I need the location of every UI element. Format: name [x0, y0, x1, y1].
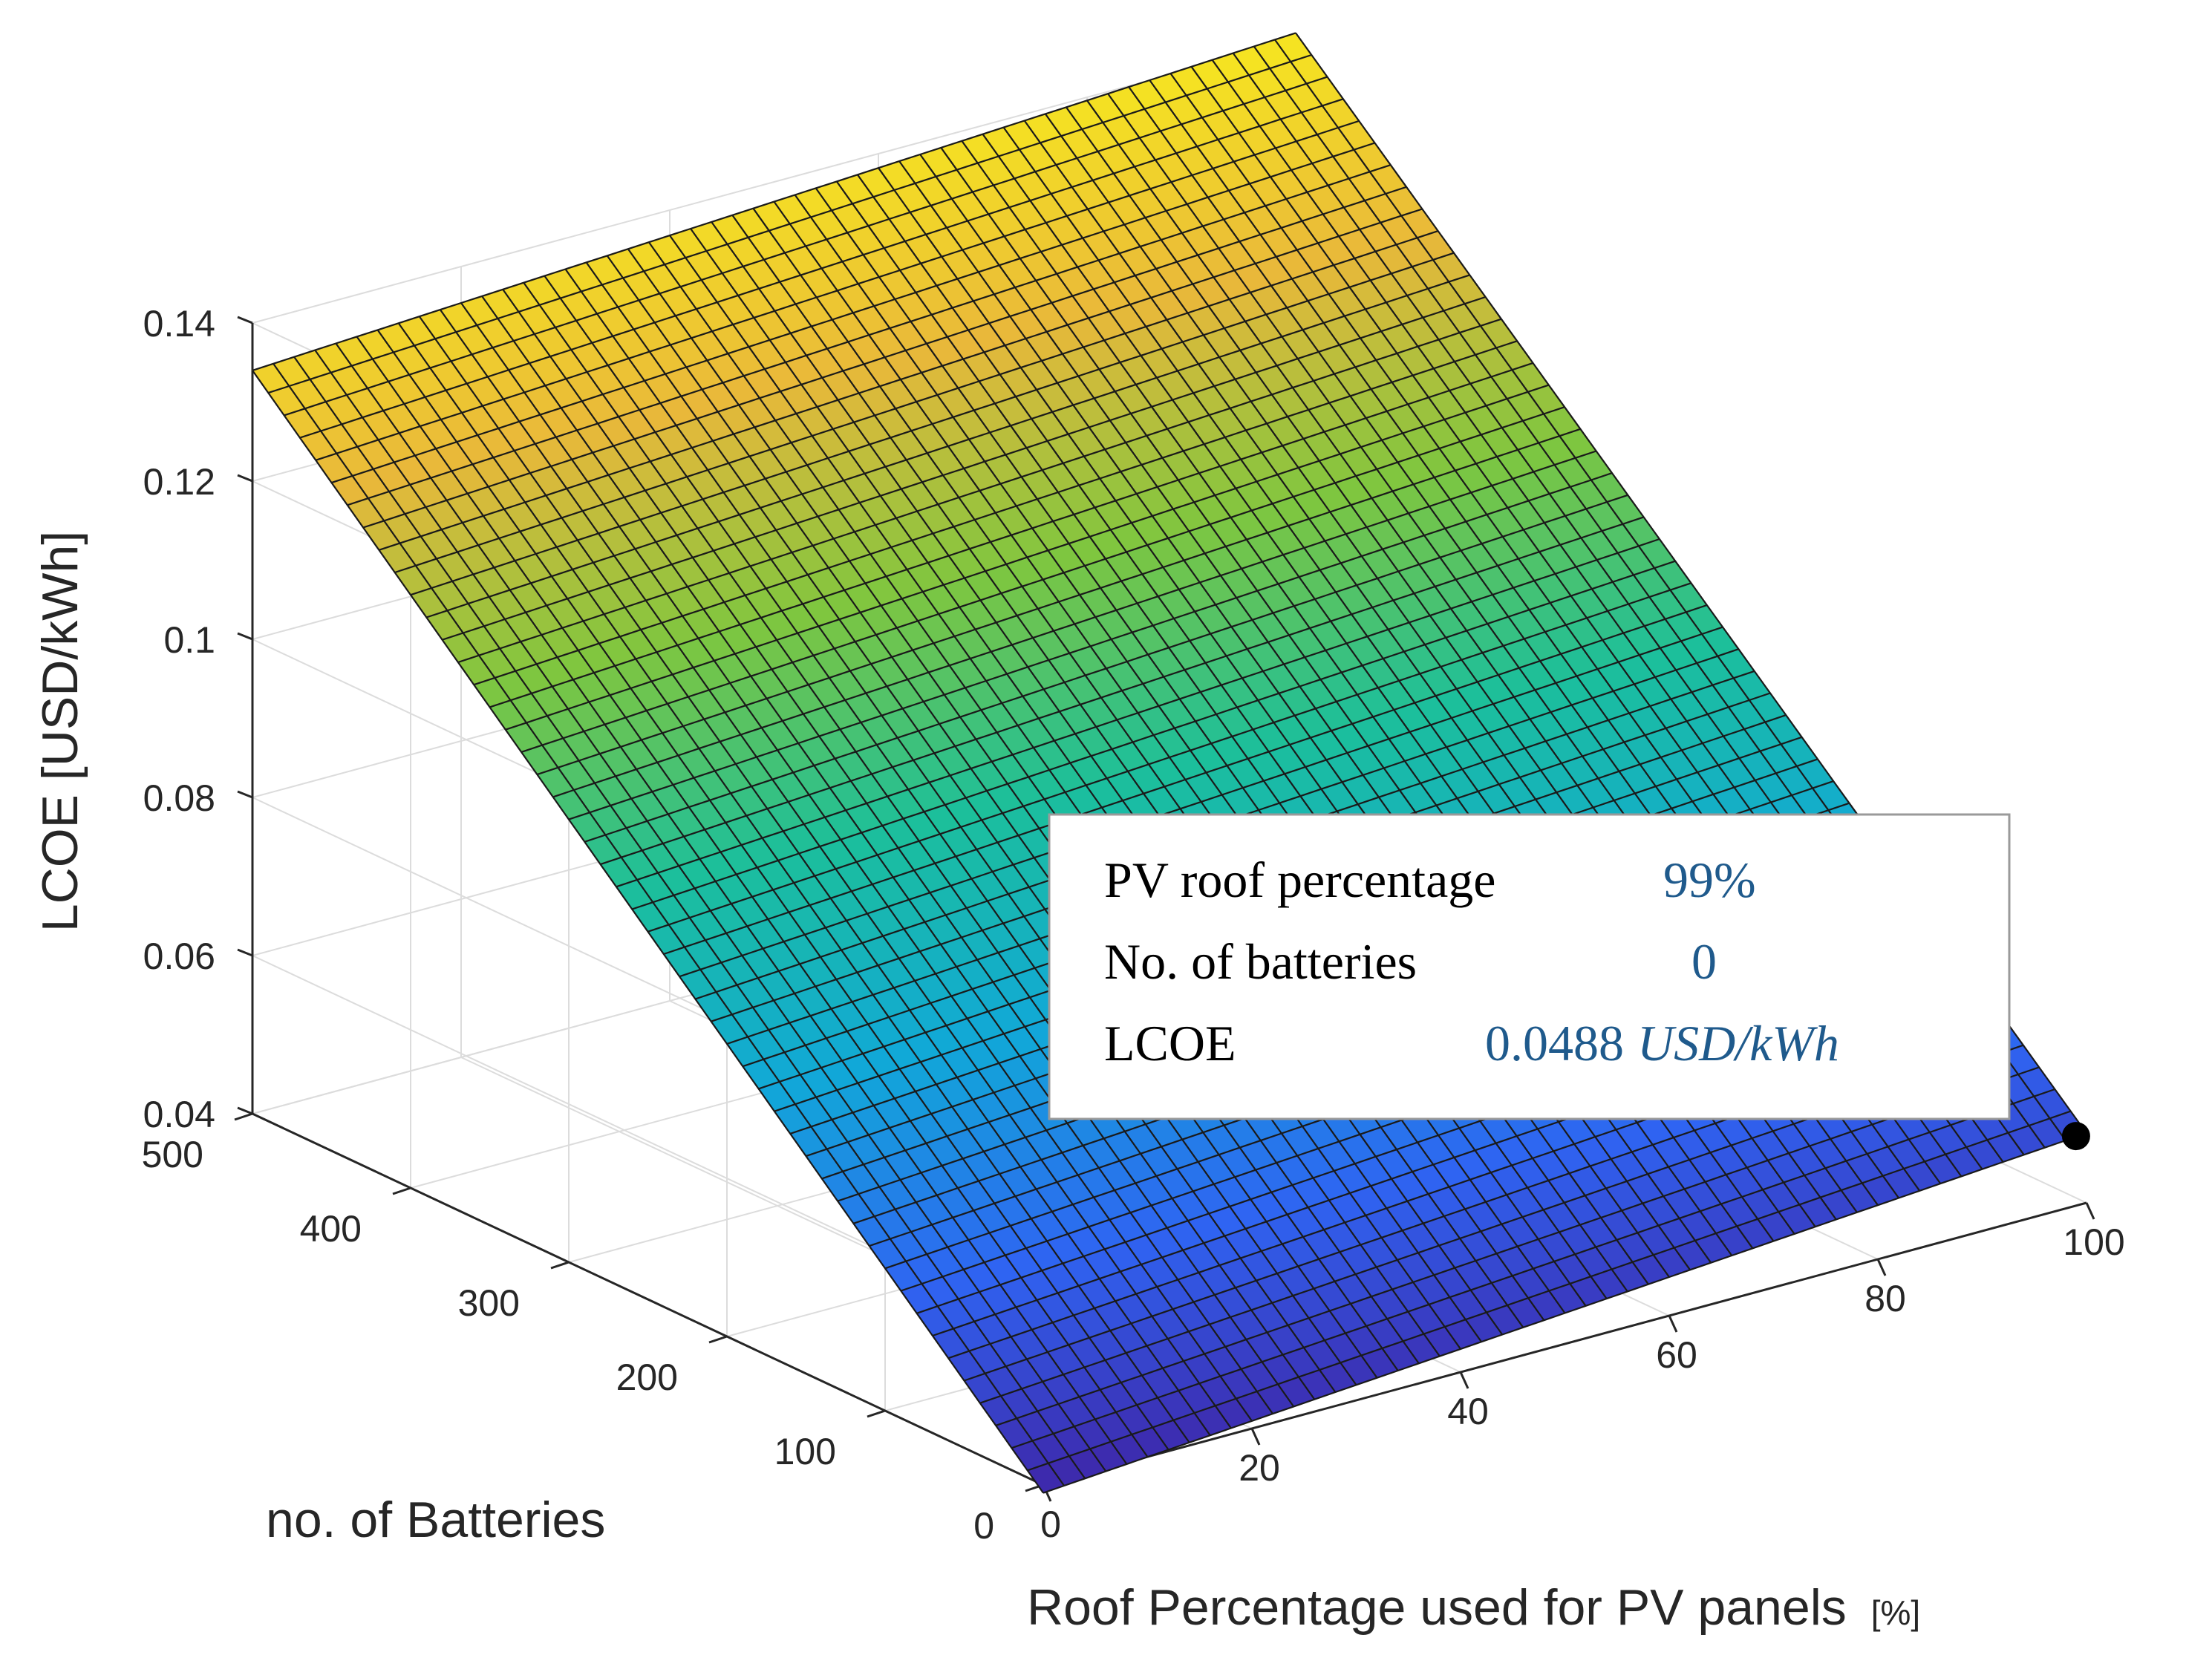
x-tick-mark: [1876, 1259, 1887, 1276]
x-tick-label: 80: [1864, 1278, 1906, 1319]
mesh-line: [410, 252, 1455, 596]
z-tick-label: 0.14: [143, 303, 215, 345]
mesh-line: [489, 362, 1533, 708]
mesh-line: [267, 53, 1312, 394]
y-tick-label: 200: [616, 1357, 678, 1398]
y-axis-line: [252, 1112, 1044, 1486]
mesh-line: [584, 494, 1628, 843]
z-tick-mark: [237, 790, 253, 799]
grid-line: [252, 40, 1296, 324]
x-axis-label: Roof Percentage used for PV panels [%]: [1027, 1579, 1920, 1636]
mesh-line: [794, 194, 1587, 1307]
mesh-line: [568, 472, 1613, 820]
y-tick-label: 300: [458, 1282, 520, 1324]
z-tick-label: 0.04: [143, 1094, 215, 1135]
y-tick-label: 0: [973, 1505, 994, 1547]
mesh-line: [331, 142, 1375, 484]
z-tick-label: 0.06: [143, 936, 215, 977]
data-tip-value-batteries: 0: [1691, 933, 1717, 990]
y-tick-mark: [867, 1409, 886, 1418]
mesh-line: [379, 208, 1423, 551]
mesh-line: [284, 76, 1328, 417]
z-tick-label: 0.08: [143, 777, 215, 819]
data-tip-box: [1048, 813, 2011, 1120]
mesh-line: [631, 560, 1676, 910]
data-tip-label-batteries: No. of batteries: [1104, 933, 1417, 990]
mesh-line: [299, 98, 1344, 439]
y-tick-mark: [392, 1186, 411, 1195]
data-tip: PV roof percentage 99% No. of batteries …: [1048, 813, 2011, 1120]
x-tick-label: 0: [1040, 1504, 1061, 1545]
data-tip-label-pv: PV roof percentage: [1104, 852, 1495, 908]
z-tick-mark: [237, 1106, 253, 1115]
data-tip-unit-lcoe: USD/kWh: [1637, 1015, 1839, 1071]
data-tip-marker: [2061, 1122, 2090, 1151]
y-tick-label: 400: [300, 1208, 362, 1250]
mesh-line: [537, 428, 1581, 776]
y-tick-mark: [234, 1112, 253, 1121]
x-tick-label: 40: [1447, 1391, 1489, 1432]
data-tip-label-lcoe: LCOE: [1104, 1015, 1236, 1071]
x-tick-mark: [2085, 1202, 2095, 1220]
x-tick-label: 100: [2063, 1221, 2124, 1263]
mesh-line: [521, 406, 1565, 753]
mesh-line: [315, 120, 1360, 461]
mesh-line: [362, 186, 1407, 529]
mesh-line: [552, 450, 1597, 798]
x-tick-mark: [1668, 1315, 1678, 1333]
mesh-line: [252, 32, 1296, 371]
x-tick-label: 60: [1656, 1334, 1697, 1376]
mesh-line: [347, 164, 1392, 506]
z-tick-label: 0.12: [143, 461, 215, 503]
data-tip-value-pv: 99%: [1663, 852, 1756, 908]
x-axis-label-unit: [%]: [1871, 1593, 1920, 1632]
y-tick-mark: [708, 1335, 728, 1344]
y-axis-label: no. of Batteries: [266, 1492, 605, 1548]
z-tick-mark: [237, 474, 253, 483]
mesh-line: [473, 340, 1518, 686]
x-axis-label-text: Roof Percentage used for PV panels: [1027, 1579, 1847, 1636]
z-tick-label: 0.1: [163, 619, 215, 661]
y-tick-label: 100: [774, 1431, 836, 1472]
z-tick-mark: [237, 948, 253, 957]
data-tip-value-lcoe-line: 0.0488 USD/kWh: [1485, 1015, 1839, 1071]
mesh-line: [442, 296, 1486, 641]
axes: [234, 316, 2095, 1502]
mesh-line: [647, 582, 1691, 933]
mesh-line: [425, 274, 1470, 618]
z-tick-mark: [237, 316, 253, 324]
z-tick-mark: [237, 632, 253, 641]
mesh-line: [505, 384, 1550, 731]
y-tick-label: 500: [142, 1134, 203, 1175]
x-tick-mark: [1250, 1428, 1261, 1446]
mesh-line: [457, 318, 1502, 664]
x-tick-mark: [1459, 1371, 1469, 1389]
mesh-line: [394, 230, 1439, 574]
y-tick-mark: [550, 1261, 570, 1270]
mesh-line: [616, 538, 1660, 888]
x-axis-line: [1043, 1201, 2087, 1486]
z-axis-label: LCOE [USD/kWh]: [32, 531, 88, 932]
data-tip-value-lcoe: 0.0488: [1485, 1015, 1624, 1071]
mesh-line: [600, 516, 1644, 866]
x-tick-label: 20: [1239, 1447, 1280, 1489]
